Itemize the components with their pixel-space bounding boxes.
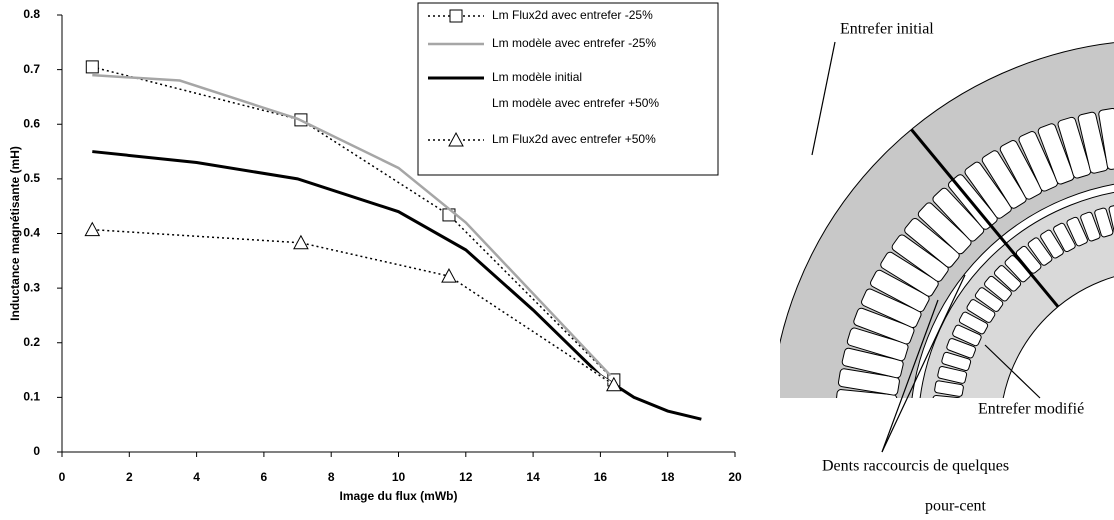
x-tick-label: 2 (126, 470, 133, 484)
diagram-label: Entrefer modifié (978, 401, 1084, 418)
x-tick-label: 18 (661, 470, 675, 484)
x-axis-title: Image du flux (mWb) (340, 489, 458, 503)
series-line (92, 228, 615, 386)
slot (841, 347, 904, 379)
y-tick-label: 0.3 (23, 280, 40, 294)
y-axis-title: Inductance magnétisante (mH) (8, 146, 22, 321)
y-tick-label: 0.7 (23, 62, 40, 76)
slot (835, 389, 898, 398)
rotor-slot (941, 351, 972, 372)
legend-label: Lm modèle avec entrefer -25% (492, 36, 656, 50)
slot (835, 410, 896, 430)
x-tick-label: 12 (459, 470, 473, 484)
slot (904, 217, 960, 268)
x-tick-label: 0 (59, 470, 66, 484)
legend-label: Lm Flux2d avec entrefer -25% (492, 8, 653, 22)
legend-label: Lm modèle initial (492, 70, 582, 84)
rotor-slot (974, 287, 1004, 312)
rotor-slot (946, 338, 976, 359)
slot (1057, 116, 1092, 179)
rotor-slot (1080, 211, 1101, 242)
stator-diagram (780, 42, 1114, 430)
slot (1037, 123, 1075, 185)
rotor-slot (937, 366, 968, 384)
legend-label: Lm Flux2d avec entrefer +50% (492, 132, 656, 146)
slot (964, 161, 1012, 219)
marker (449, 9, 463, 23)
arrows (811, 41, 1041, 453)
slot (861, 288, 922, 329)
x-tick-label: 16 (594, 470, 608, 484)
slot (1098, 107, 1114, 170)
y-tick-label: 0.2 (23, 335, 40, 349)
rotor-slot (932, 394, 962, 398)
series-line (92, 150, 702, 421)
rotor-slot (931, 410, 959, 423)
legend-box (417, 2, 719, 176)
rotor-slot (958, 311, 989, 335)
marker (606, 376, 622, 392)
marker (448, 131, 464, 147)
y-tick-label: 0.5 (23, 171, 40, 185)
x-tick-label: 4 (193, 470, 200, 484)
rotor-slot (966, 299, 996, 323)
slot (880, 251, 939, 297)
rotor-slot (1027, 237, 1053, 266)
slot (1077, 111, 1109, 174)
y-tick-label: 0 (33, 444, 40, 458)
x-tick-label: 8 (328, 470, 335, 484)
rotor-slot (1108, 204, 1114, 235)
y-tick-label: 0.8 (23, 7, 40, 21)
x-tick-label: 14 (526, 470, 540, 484)
rotor-slot (993, 265, 1022, 292)
slot (917, 202, 972, 255)
slot (981, 150, 1027, 209)
slot (870, 269, 930, 313)
rotor-slot (1040, 229, 1064, 259)
slot (891, 234, 949, 282)
section-divider (910, 128, 1060, 308)
diagram-label: pour-cent (925, 498, 987, 515)
legend-label: Lm modèle avec entrefer +50% (492, 96, 659, 110)
rotor-slot (984, 275, 1012, 302)
slot (1018, 131, 1059, 192)
slot (853, 307, 915, 345)
slot (932, 187, 985, 242)
slot (846, 327, 909, 362)
x-tick-label: 6 (261, 470, 268, 484)
diagram-label: Dents raccourcis de quelques (822, 458, 1009, 475)
y-tick-label: 0.1 (23, 390, 40, 404)
series-line (92, 73, 612, 377)
marker (84, 221, 101, 237)
marker (293, 234, 309, 250)
x-tick-label: 20 (728, 470, 742, 484)
rotor-slot (1053, 222, 1076, 253)
marker (85, 60, 99, 74)
series-line (92, 228, 615, 386)
rotor-slot (952, 324, 982, 347)
y-tick-label: 0.4 (23, 226, 40, 240)
diagram-label: Entrefer initial (840, 21, 934, 38)
rotor-slot (1094, 207, 1114, 238)
slot (999, 140, 1043, 200)
rotor-slot (934, 380, 964, 397)
rotor-slot (1066, 216, 1088, 247)
y-tick-label: 0.6 (23, 116, 40, 130)
marker (441, 268, 457, 283)
x-tick-label: 10 (392, 470, 406, 484)
